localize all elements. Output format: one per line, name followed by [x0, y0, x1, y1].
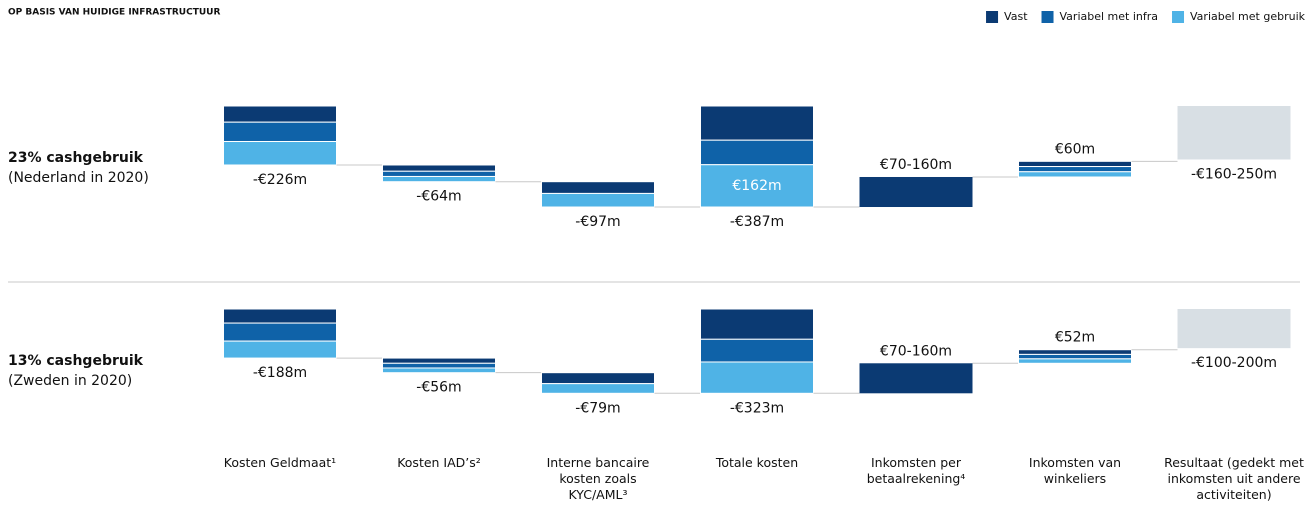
category-label: Interne bancaire kosten zoals KYC/AML³ [546, 455, 650, 502]
bar-segment [382, 175, 496, 183]
legend-label: Variabel met infra [1060, 10, 1159, 23]
legend-swatch [1172, 11, 1185, 23]
bar-segment [223, 308, 337, 324]
panel-sublabel: (Zweden in 2020) [8, 373, 132, 389]
value-label: €52m [1055, 330, 1095, 346]
bar-segment [1018, 160, 1132, 168]
bar-segment [541, 383, 655, 394]
value-label: -€160-250m [1191, 167, 1277, 183]
category-label: Kosten Geldmaat¹ [223, 455, 337, 470]
bar-segment [223, 340, 337, 359]
legend-label: Vast [1004, 10, 1028, 23]
value-label: €60m [1055, 141, 1095, 157]
value-label: -€226m [253, 172, 307, 188]
legend-swatch [1041, 11, 1054, 23]
value-label: €70-160m [880, 157, 952, 173]
bar-segment [223, 121, 337, 142]
bar-segment [541, 181, 655, 194]
panel-sublabel: (Nederland in 2020) [8, 170, 149, 186]
value-label: -€100-200m [1191, 355, 1277, 371]
category-label: Inkomsten per betaalrekening⁴ [866, 455, 966, 486]
bar-segment [1018, 358, 1132, 364]
bar-segment [382, 362, 496, 369]
bar-segment [1018, 349, 1132, 355]
value-label: -€323m [730, 400, 784, 416]
value-label: -€387m [730, 214, 784, 230]
bar-segment [700, 308, 814, 340]
panel-label: 13% cashgebruik [8, 353, 144, 369]
bar-segment [1018, 171, 1132, 178]
bar-segment [382, 164, 496, 172]
bar-segment [223, 140, 337, 166]
bar-segment [700, 105, 814, 141]
chart-title: OP BASIS VAN HUIDIGE INFRASTRUCTUUR [8, 8, 220, 18]
category-label: Resultaat (gedekt met inkomsten uit ande… [1164, 455, 1304, 502]
range-bar [859, 363, 973, 394]
bar-segment [700, 338, 814, 363]
bar-segment [382, 367, 496, 374]
bar-segment [700, 361, 814, 394]
inner-label: €162m [732, 178, 781, 194]
value-label: €70-160m [880, 343, 952, 359]
bar-segment [223, 105, 337, 123]
category-label: Totale kosten [715, 455, 799, 470]
value-label: -€79m [575, 400, 620, 416]
bar-segment [1018, 166, 1132, 173]
range-bar [859, 176, 973, 208]
bar-segment [382, 357, 496, 364]
category-label: Inkomsten van winkeliers [1028, 455, 1122, 486]
value-label: -€64m [416, 189, 461, 205]
panel-label: 23% cashgebruik [8, 150, 144, 166]
bar-segment [700, 164, 814, 208]
value-label: -€56m [416, 380, 461, 396]
bar-segment [223, 322, 337, 342]
bar-segment [541, 372, 655, 385]
result-bar [1177, 309, 1291, 349]
value-label: -€188m [253, 365, 307, 381]
bar-segment [382, 170, 496, 177]
bar-segment [700, 139, 814, 166]
bar-segment [1018, 353, 1132, 360]
value-label: -€97m [575, 214, 620, 230]
legend-swatch [986, 11, 999, 23]
result-bar [1177, 106, 1291, 160]
category-label: Kosten IAD’s² [397, 455, 481, 470]
legend-label: Variabel met gebruik [1190, 10, 1306, 23]
bar-segment [541, 192, 655, 208]
